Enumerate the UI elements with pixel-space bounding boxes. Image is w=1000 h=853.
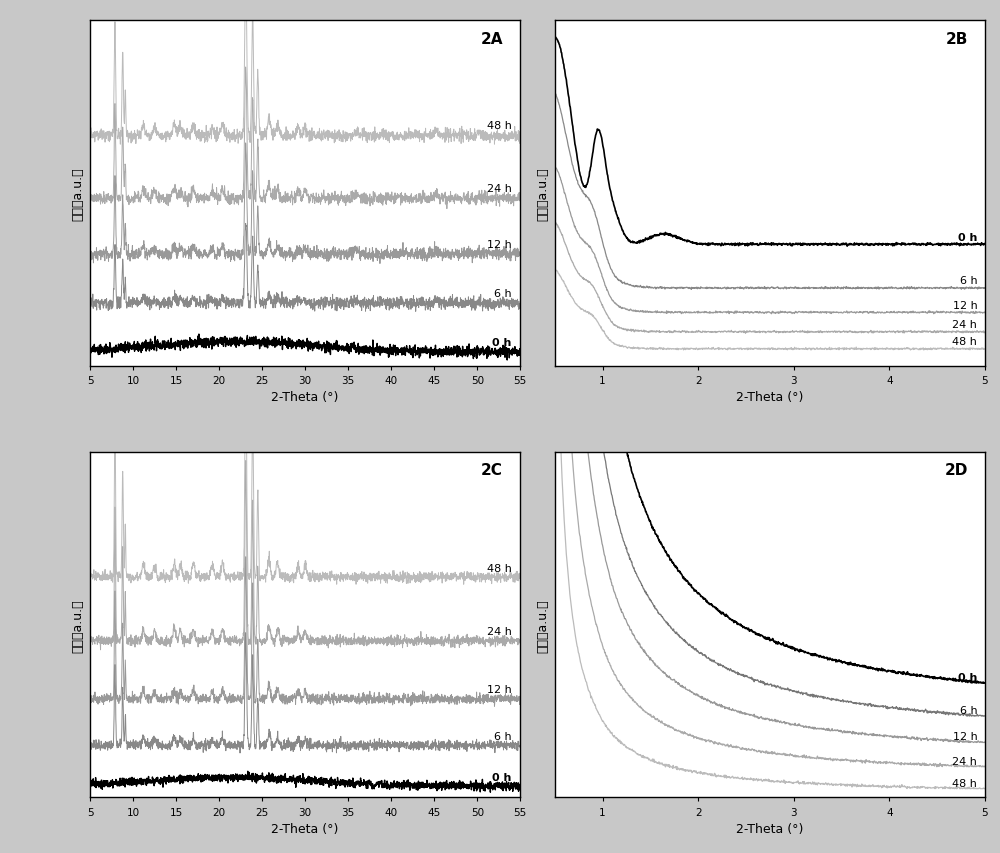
Text: 2C: 2C [481,463,503,478]
Text: 0 h: 0 h [492,337,512,347]
Text: 12 h: 12 h [487,240,512,250]
Text: 12 h: 12 h [953,732,977,741]
Text: 24 h: 24 h [952,756,977,766]
Text: 48 h: 48 h [487,121,512,131]
X-axis label: 2-Theta (°): 2-Theta (°) [736,391,804,403]
Y-axis label: 强度（a.u.）: 强度（a.u.） [536,167,549,221]
Text: 48 h: 48 h [952,778,977,787]
Text: 6 h: 6 h [494,288,512,299]
Text: 0 h: 0 h [958,672,977,682]
Text: 2A: 2A [481,32,503,47]
Y-axis label: 强度（a.u.）: 强度（a.u.） [536,598,549,652]
Text: 0 h: 0 h [958,232,977,242]
Text: 48 h: 48 h [487,563,512,573]
Text: 6 h: 6 h [494,731,512,741]
Text: 6 h: 6 h [960,705,977,715]
Text: 12 h: 12 h [487,685,512,694]
X-axis label: 2-Theta (°): 2-Theta (°) [736,822,804,835]
X-axis label: 2-Theta (°): 2-Theta (°) [271,391,339,403]
Text: 6 h: 6 h [960,276,977,286]
Text: 24 h: 24 h [487,184,512,194]
Text: 0 h: 0 h [492,772,512,781]
Text: 12 h: 12 h [953,300,977,310]
Text: 24 h: 24 h [487,627,512,636]
Text: 24 h: 24 h [952,320,977,330]
Y-axis label: 强度（a.u.）: 强度（a.u.） [71,598,84,652]
Y-axis label: 强度（a.u.）: 强度（a.u.） [71,167,84,221]
Text: 48 h: 48 h [952,337,977,347]
Text: 2D: 2D [944,463,968,478]
Text: 2B: 2B [945,32,968,47]
X-axis label: 2-Theta (°): 2-Theta (°) [271,822,339,835]
